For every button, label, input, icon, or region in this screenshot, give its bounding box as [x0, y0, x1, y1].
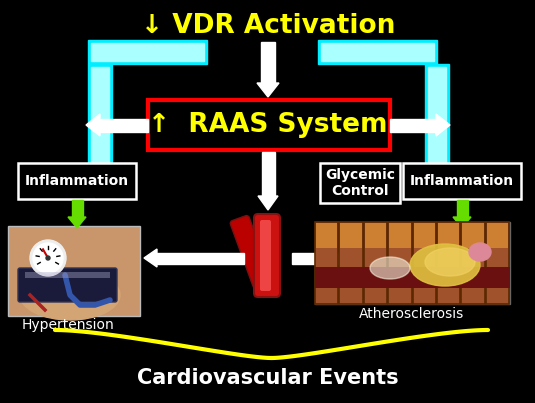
- Bar: [339, 222, 363, 304]
- Polygon shape: [68, 217, 86, 228]
- Ellipse shape: [469, 243, 491, 261]
- Text: Inflammation: Inflammation: [410, 174, 514, 188]
- Bar: [340, 223, 362, 247]
- Bar: [88, 64, 112, 167]
- Polygon shape: [83, 167, 117, 187]
- Text: Hypertension: Hypertension: [21, 318, 114, 332]
- Bar: [261, 42, 275, 83]
- Bar: [315, 267, 510, 288]
- Text: Glycemic
Control: Glycemic Control: [325, 168, 395, 198]
- Bar: [18, 163, 136, 199]
- Circle shape: [46, 256, 50, 260]
- Bar: [437, 222, 460, 304]
- Bar: [316, 223, 338, 247]
- FancyBboxPatch shape: [18, 268, 117, 302]
- Bar: [315, 222, 338, 304]
- Polygon shape: [420, 167, 454, 187]
- Text: Atherosclerosis: Atherosclerosis: [360, 307, 464, 321]
- Bar: [412, 222, 436, 304]
- Polygon shape: [258, 196, 278, 210]
- Bar: [72, 200, 82, 217]
- Bar: [428, 67, 446, 164]
- Polygon shape: [453, 217, 471, 228]
- Bar: [100, 118, 148, 131]
- FancyBboxPatch shape: [260, 220, 271, 291]
- Polygon shape: [87, 169, 113, 185]
- Bar: [438, 223, 459, 247]
- Bar: [462, 223, 484, 247]
- Bar: [157, 253, 244, 264]
- FancyBboxPatch shape: [230, 216, 272, 288]
- Ellipse shape: [370, 257, 410, 279]
- FancyBboxPatch shape: [254, 214, 280, 297]
- Bar: [365, 223, 386, 247]
- Bar: [91, 43, 204, 61]
- Bar: [88, 40, 207, 64]
- Polygon shape: [424, 169, 450, 185]
- Bar: [91, 67, 109, 164]
- Polygon shape: [436, 114, 450, 136]
- Bar: [461, 222, 485, 304]
- Bar: [321, 43, 434, 61]
- Bar: [425, 64, 449, 167]
- Bar: [315, 222, 510, 304]
- Bar: [389, 223, 410, 247]
- Bar: [262, 152, 274, 196]
- Bar: [487, 223, 508, 247]
- Ellipse shape: [20, 270, 120, 320]
- Text: Cardiovascular Events: Cardiovascular Events: [137, 368, 399, 388]
- Polygon shape: [86, 114, 100, 136]
- Text: Inflammation: Inflammation: [25, 174, 129, 188]
- Polygon shape: [144, 249, 157, 267]
- Bar: [364, 222, 387, 304]
- Bar: [8, 226, 140, 316]
- Bar: [456, 200, 468, 217]
- Bar: [390, 118, 436, 131]
- Circle shape: [30, 240, 66, 276]
- Bar: [320, 163, 400, 203]
- Ellipse shape: [425, 248, 475, 276]
- Bar: [25, 272, 110, 278]
- Bar: [148, 100, 390, 150]
- Circle shape: [33, 243, 63, 273]
- Text: ↑  RAAS System: ↑ RAAS System: [148, 112, 388, 138]
- Bar: [318, 40, 437, 64]
- Polygon shape: [341, 249, 354, 267]
- Bar: [388, 222, 411, 304]
- Bar: [414, 223, 435, 247]
- Bar: [486, 222, 509, 304]
- Ellipse shape: [410, 244, 480, 286]
- Bar: [403, 163, 521, 199]
- Text: ↓ VDR Activation: ↓ VDR Activation: [141, 13, 395, 39]
- Polygon shape: [257, 83, 279, 97]
- Bar: [292, 253, 341, 264]
